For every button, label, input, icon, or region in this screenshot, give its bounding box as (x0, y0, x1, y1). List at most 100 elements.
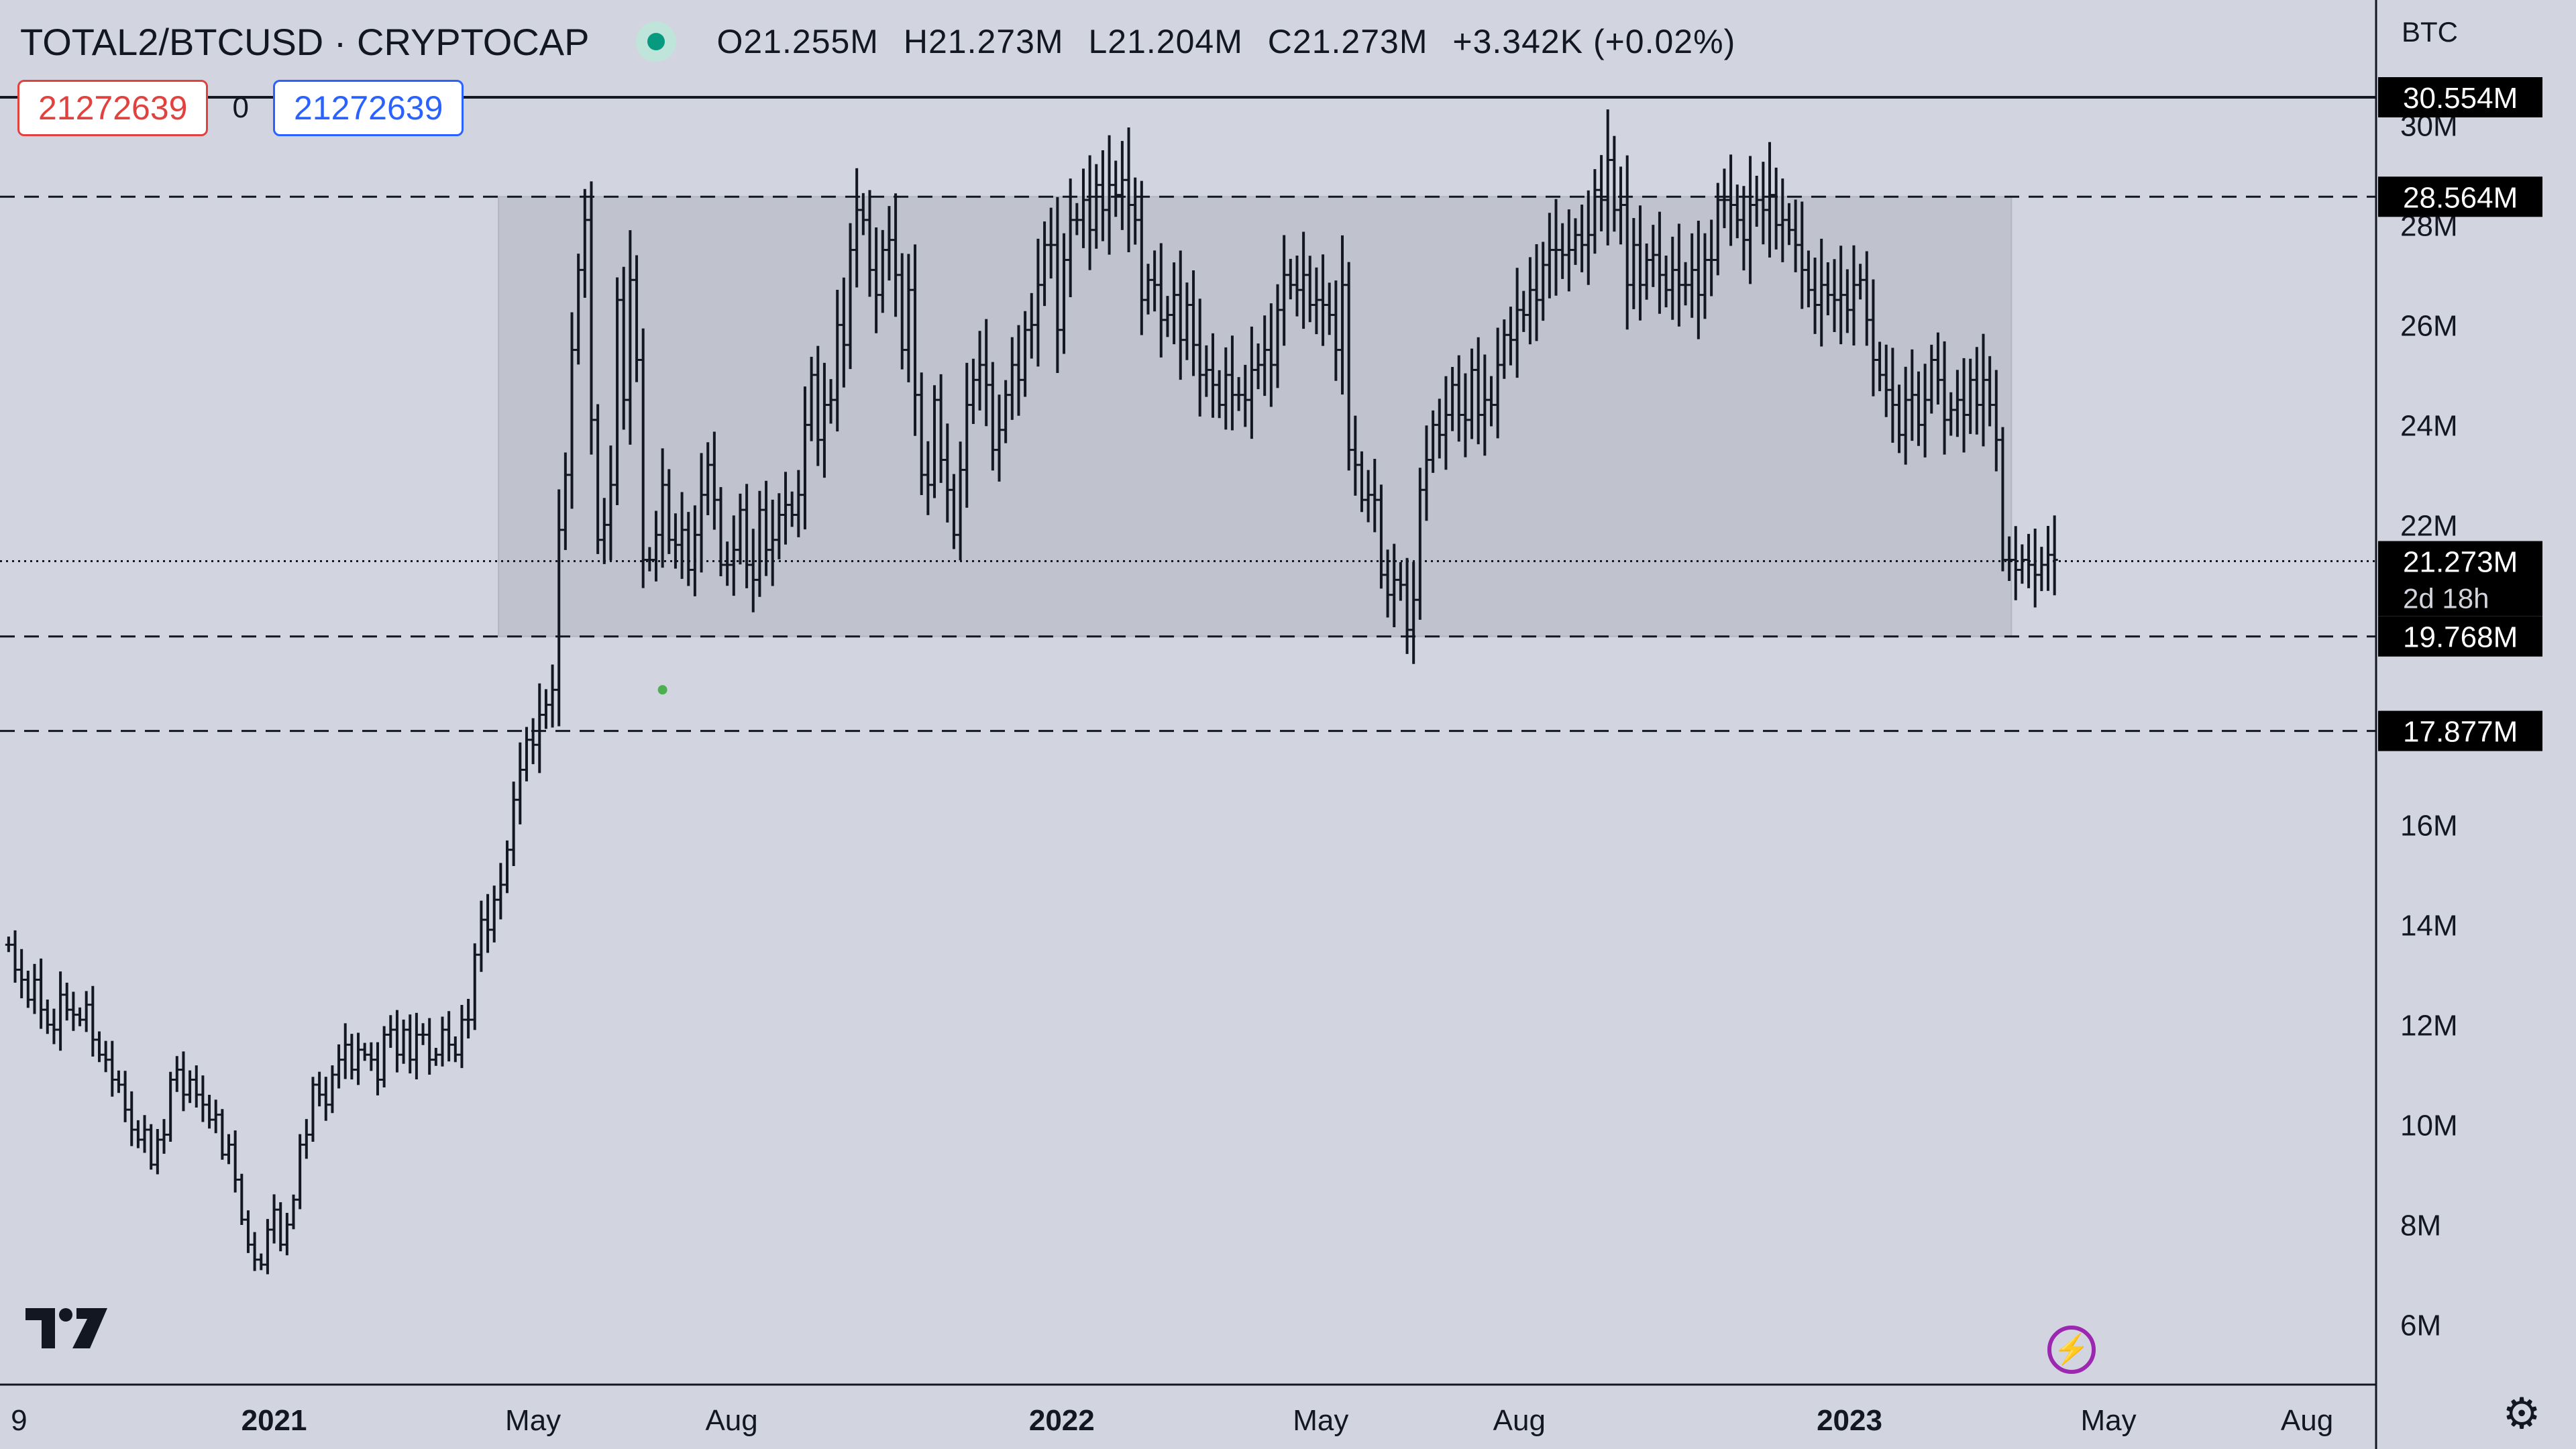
ohlc-bar[interactable] (1727, 154, 1735, 246)
ohlc-bar[interactable] (387, 1015, 394, 1048)
ohlc-bar[interactable] (413, 1012, 420, 1079)
ohlc-bar[interactable] (717, 487, 724, 577)
ohlc-bar[interactable] (1391, 543, 1398, 628)
ohlc-bar[interactable] (458, 1004, 466, 1069)
ohlc-bar[interactable] (63, 982, 70, 1021)
ohlc-bar[interactable] (206, 1095, 213, 1129)
ohlc-bar[interactable] (1811, 257, 1819, 334)
ohlc-bar[interactable] (471, 943, 478, 1030)
ohlc-bar[interactable] (1332, 280, 1340, 381)
ohlc-bar[interactable] (1106, 135, 1113, 255)
ohlc-bar[interactable] (180, 1051, 187, 1112)
ohlc-bar[interactable] (1345, 262, 1352, 471)
ohlc-bar[interactable] (1617, 166, 1625, 245)
ohlc-bar[interactable] (1358, 451, 1365, 513)
ohlc-bar[interactable] (1410, 561, 1417, 664)
ohlc-bar[interactable] (484, 894, 492, 953)
ohlc-bar[interactable] (782, 472, 790, 545)
ohlc-bar[interactable] (1481, 354, 1489, 456)
ohlc-bar[interactable] (1662, 255, 1670, 308)
ohlc-bar[interactable] (1242, 364, 1249, 427)
ohlc-bar[interactable] (827, 379, 835, 424)
ohlc-bar[interactable] (18, 949, 25, 999)
ohlc-bar[interactable] (1222, 347, 1230, 430)
ohlc-bar[interactable] (1352, 415, 1359, 496)
ohlc-bar[interactable] (523, 727, 530, 782)
ohlc-bar[interactable] (1611, 136, 1618, 232)
ohlc-bar[interactable] (1293, 255, 1301, 317)
ohlc-bar[interactable] (996, 394, 1003, 482)
ohlc-bar[interactable] (866, 190, 873, 297)
ohlc-bar[interactable] (1921, 364, 1929, 458)
ohlc-bar[interactable] (264, 1219, 271, 1275)
ohlc-bar[interactable] (141, 1115, 148, 1153)
ohlc-bar[interactable] (1896, 384, 1903, 453)
ohlc-bar[interactable] (1753, 175, 1760, 227)
ohlc-bar[interactable] (309, 1077, 317, 1142)
ohlc-bar[interactable] (1785, 203, 1792, 246)
ohlc-bar[interactable] (193, 1065, 200, 1108)
ohlc-bar[interactable] (1093, 164, 1100, 249)
ohlc-bar[interactable] (31, 963, 38, 1014)
ohlc-bar[interactable] (1364, 470, 1372, 523)
ohlc-bar[interactable] (1423, 425, 1430, 521)
ohlc-bar[interactable] (1022, 311, 1029, 397)
ohlc-bar[interactable] (1909, 349, 1916, 441)
ohlc-bar[interactable] (1585, 190, 1592, 285)
ohlc-bar[interactable] (2006, 536, 2013, 581)
ohlc-bar[interactable] (121, 1071, 129, 1122)
ohlc-bar[interactable] (1934, 332, 1941, 405)
ohlc-bar[interactable] (109, 1040, 116, 1097)
ohlc-bar[interactable] (853, 168, 861, 288)
ohlc-bar[interactable] (665, 469, 673, 554)
ohlc-bar[interactable] (912, 244, 919, 436)
ohlc-bar[interactable] (1287, 258, 1294, 300)
ohlc-bar[interactable] (348, 1034, 356, 1080)
ohlc-bar[interactable] (1501, 319, 1508, 379)
ohlc-bar[interactable] (652, 511, 659, 582)
ohlc-bar[interactable] (1416, 468, 1424, 620)
ohlc-bar[interactable] (542, 689, 549, 729)
ohlc-bar[interactable] (710, 431, 718, 530)
ohlc-bar[interactable] (1889, 347, 1896, 443)
ohlc-bar[interactable] (1928, 344, 1935, 414)
ohlc-bar[interactable] (1533, 244, 1540, 341)
ohlc-bar[interactable] (1209, 333, 1216, 418)
ohlc-bar[interactable] (199, 1075, 207, 1122)
ohlc-bar[interactable] (1760, 162, 1767, 245)
ohlc-bar[interactable] (1151, 250, 1159, 312)
ohlc-bar[interactable] (322, 1077, 329, 1121)
ohlc-bar[interactable] (490, 885, 498, 943)
ohlc-bar[interactable] (57, 971, 64, 1051)
ohlc-bar[interactable] (76, 1007, 84, 1026)
ohlc-bar[interactable] (270, 1194, 278, 1244)
ohlc-bar[interactable] (290, 1194, 297, 1230)
ohlc-bar[interactable] (1125, 127, 1132, 252)
ohlc-bar[interactable] (627, 230, 634, 445)
ohlc-bar[interactable] (1468, 348, 1476, 439)
tradingview-logo[interactable] (25, 1308, 109, 1350)
ohlc-bar[interactable] (1267, 303, 1275, 407)
ohlc-bar[interactable] (1792, 199, 1799, 272)
sell-button[interactable]: 21272639 (17, 80, 209, 136)
ohlc-bar[interactable] (1559, 223, 1566, 279)
ohlc-bar[interactable] (89, 985, 97, 1057)
ohlc-bar[interactable] (297, 1134, 304, 1210)
ohlc-bar[interactable] (83, 991, 90, 1032)
ohlc-bar[interactable] (763, 480, 770, 576)
ohlc-bar[interactable] (937, 374, 945, 483)
ohlc-bar[interactable] (957, 441, 964, 561)
ohlc-bar[interactable] (451, 1036, 459, 1063)
ohlc-bar[interactable] (918, 372, 925, 495)
ohlc-bar[interactable] (1442, 376, 1450, 470)
ohlc-bar[interactable] (1675, 223, 1682, 327)
ohlc-bar[interactable] (283, 1212, 290, 1256)
ohlc-bar[interactable] (393, 1010, 400, 1073)
ohlc-bar[interactable] (1708, 219, 1715, 297)
ohlc-bar[interactable] (1507, 307, 1514, 366)
ohlc-bar[interactable] (1953, 370, 1961, 437)
ohlc-bar[interactable] (1578, 204, 1586, 272)
ohlc-bar[interactable] (847, 223, 854, 370)
ohlc-bar[interactable] (1805, 250, 1812, 308)
ohlc-bar[interactable] (529, 718, 537, 765)
